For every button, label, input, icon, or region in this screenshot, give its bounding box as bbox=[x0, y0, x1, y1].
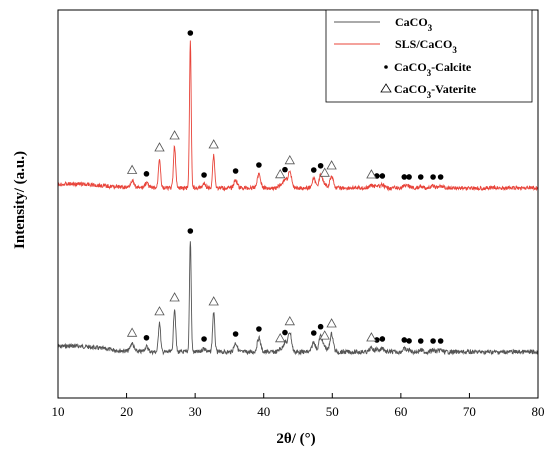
calcite-marker-1-10 bbox=[401, 174, 408, 180]
plot-area bbox=[57, 40, 539, 356]
vaterite-marker-0-3 bbox=[208, 296, 219, 306]
legend-calcite-marker bbox=[384, 65, 388, 69]
legend-label-sls-caco3: SLS/CaCO3 bbox=[395, 37, 457, 55]
calcite-marker-1-4 bbox=[256, 162, 262, 168]
x-tick-label-70: 70 bbox=[463, 404, 476, 419]
x-tick-label-40: 40 bbox=[257, 404, 270, 419]
calcite-marker-0-13 bbox=[430, 338, 436, 344]
calcite-marker-0-3 bbox=[232, 331, 239, 337]
calcite-marker-1-2 bbox=[201, 172, 207, 178]
vaterite-marker-1-6 bbox=[319, 167, 330, 177]
vaterite-marker-1-3 bbox=[208, 139, 219, 149]
series-line-0 bbox=[57, 241, 539, 356]
plot-frame bbox=[57, 9, 539, 399]
x-tick-label-20: 20 bbox=[120, 404, 133, 419]
calcite-marker-0-0 bbox=[143, 334, 150, 341]
phase-markers bbox=[126, 30, 444, 344]
calcite-marker-0-14 bbox=[437, 338, 444, 344]
vaterite-marker-0-5 bbox=[284, 315, 295, 326]
x-axis-label: 2θ/ (°) bbox=[276, 431, 315, 447]
series-line-1 bbox=[57, 40, 539, 192]
x-tick-label-10: 10 bbox=[52, 404, 65, 419]
calcite-marker-1-0 bbox=[143, 171, 150, 177]
calcite-marker-1-6 bbox=[310, 167, 317, 173]
legend: CaCO3 SLS/CaCO3 CaCO3-Calcite CaCO3-Vate… bbox=[325, 9, 533, 103]
vaterite-marker-1-0 bbox=[126, 164, 138, 174]
calcite-marker-0-12 bbox=[417, 338, 424, 344]
calcite-marker-1-12 bbox=[417, 174, 424, 180]
calcite-marker-0-5 bbox=[282, 329, 288, 336]
calcite-marker-0-7 bbox=[317, 323, 324, 330]
calcite-marker-0-4 bbox=[256, 326, 262, 332]
vaterite-marker-0-2 bbox=[169, 292, 180, 302]
calcite-marker-0-11 bbox=[406, 338, 412, 344]
legend-label-caco3: CaCO3 bbox=[395, 15, 433, 33]
calcite-marker-0-6 bbox=[310, 330, 317, 336]
calcite-marker-1-5 bbox=[282, 166, 288, 173]
vaterite-marker-0-1 bbox=[154, 306, 165, 316]
legend-box bbox=[325, 9, 533, 103]
calcite-marker-1-1 bbox=[187, 30, 194, 36]
calcite-marker-1-14 bbox=[437, 174, 444, 180]
vaterite-marker-1-4 bbox=[275, 168, 286, 179]
y-axis-label: Intensity/ (a.u.) bbox=[12, 151, 28, 249]
calcite-marker-1-11 bbox=[406, 174, 412, 180]
legend-label-calcite: CaCO3-Calcite bbox=[394, 60, 472, 78]
calcite-marker-1-13 bbox=[430, 174, 436, 180]
vaterite-marker-0-4 bbox=[275, 332, 286, 343]
calcite-marker-1-9 bbox=[379, 173, 386, 179]
calcite-marker-0-9 bbox=[379, 336, 386, 342]
vaterite-marker-1-1 bbox=[154, 142, 165, 152]
calcite-marker-0-1 bbox=[187, 228, 194, 234]
vaterite-marker-1-7 bbox=[326, 160, 337, 170]
vaterite-marker-0-8 bbox=[366, 332, 377, 342]
x-tick-label-50: 50 bbox=[326, 404, 339, 419]
calcite-marker-1-7 bbox=[317, 162, 324, 169]
vaterite-marker-1-5 bbox=[284, 154, 295, 165]
vaterite-marker-0-6 bbox=[319, 330, 330, 340]
vaterite-marker-1-2 bbox=[169, 130, 180, 140]
x-tick-label-80: 80 bbox=[532, 404, 545, 419]
legend-label-vaterite: CaCO3-Vaterite bbox=[394, 82, 477, 100]
vaterite-marker-0-7 bbox=[326, 318, 337, 328]
calcite-marker-0-2 bbox=[201, 336, 207, 342]
axes: 10 20 30 40 50 60 70 80 bbox=[52, 9, 545, 419]
vaterite-marker-0-0 bbox=[126, 327, 138, 337]
x-tick-label-30: 30 bbox=[189, 404, 202, 419]
calcite-marker-0-10 bbox=[401, 337, 408, 343]
legend-vaterite-marker bbox=[380, 83, 392, 93]
vaterite-marker-1-8 bbox=[366, 169, 377, 179]
calcite-marker-1-3 bbox=[232, 168, 239, 174]
x-tick-label-60: 60 bbox=[394, 404, 407, 419]
